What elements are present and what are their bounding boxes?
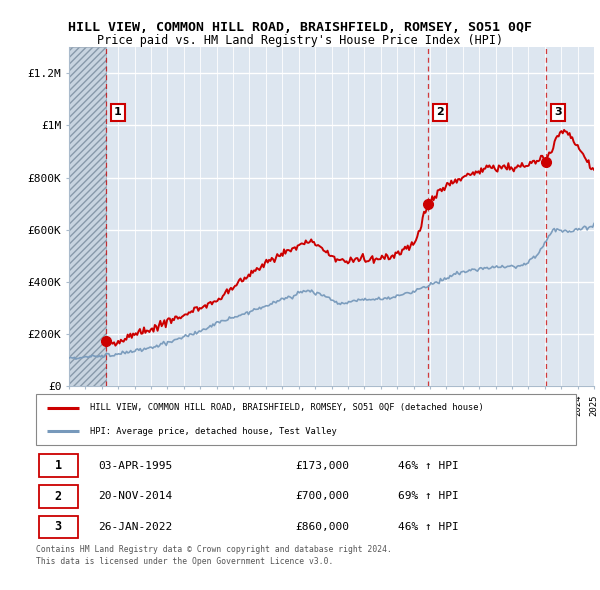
Text: 46% ↑ HPI: 46% ↑ HPI [398,522,458,532]
Text: HPI: Average price, detached house, Test Valley: HPI: Average price, detached house, Test… [90,427,337,436]
Text: 2: 2 [436,107,444,117]
Text: 46% ↑ HPI: 46% ↑ HPI [398,461,458,471]
Text: 2: 2 [55,490,62,503]
FancyBboxPatch shape [39,454,77,477]
Text: £700,000: £700,000 [295,491,349,502]
Text: 03-APR-1995: 03-APR-1995 [98,461,172,471]
Text: HILL VIEW, COMMON HILL ROAD, BRAISHFIELD, ROMSEY, SO51 0QF: HILL VIEW, COMMON HILL ROAD, BRAISHFIELD… [68,21,532,34]
Text: 3: 3 [554,107,562,117]
FancyBboxPatch shape [36,394,576,445]
Text: HILL VIEW, COMMON HILL ROAD, BRAISHFIELD, ROMSEY, SO51 0QF (detached house): HILL VIEW, COMMON HILL ROAD, BRAISHFIELD… [90,403,484,412]
Bar [69,47,106,386]
Text: £173,000: £173,000 [295,461,349,471]
Text: 1: 1 [114,107,122,117]
Text: 69% ↑ HPI: 69% ↑ HPI [398,491,458,502]
Text: 3: 3 [55,520,62,533]
Text: 1: 1 [55,459,62,472]
Text: 26-JAN-2022: 26-JAN-2022 [98,522,172,532]
Text: Contains HM Land Registry data © Crown copyright and database right 2024.: Contains HM Land Registry data © Crown c… [36,545,392,554]
Text: 20-NOV-2014: 20-NOV-2014 [98,491,172,502]
Text: £860,000: £860,000 [295,522,349,532]
Text: Price paid vs. HM Land Registry's House Price Index (HPI): Price paid vs. HM Land Registry's House … [97,34,503,47]
Text: This data is licensed under the Open Government Licence v3.0.: This data is licensed under the Open Gov… [36,557,334,566]
FancyBboxPatch shape [39,485,77,507]
FancyBboxPatch shape [39,516,77,538]
